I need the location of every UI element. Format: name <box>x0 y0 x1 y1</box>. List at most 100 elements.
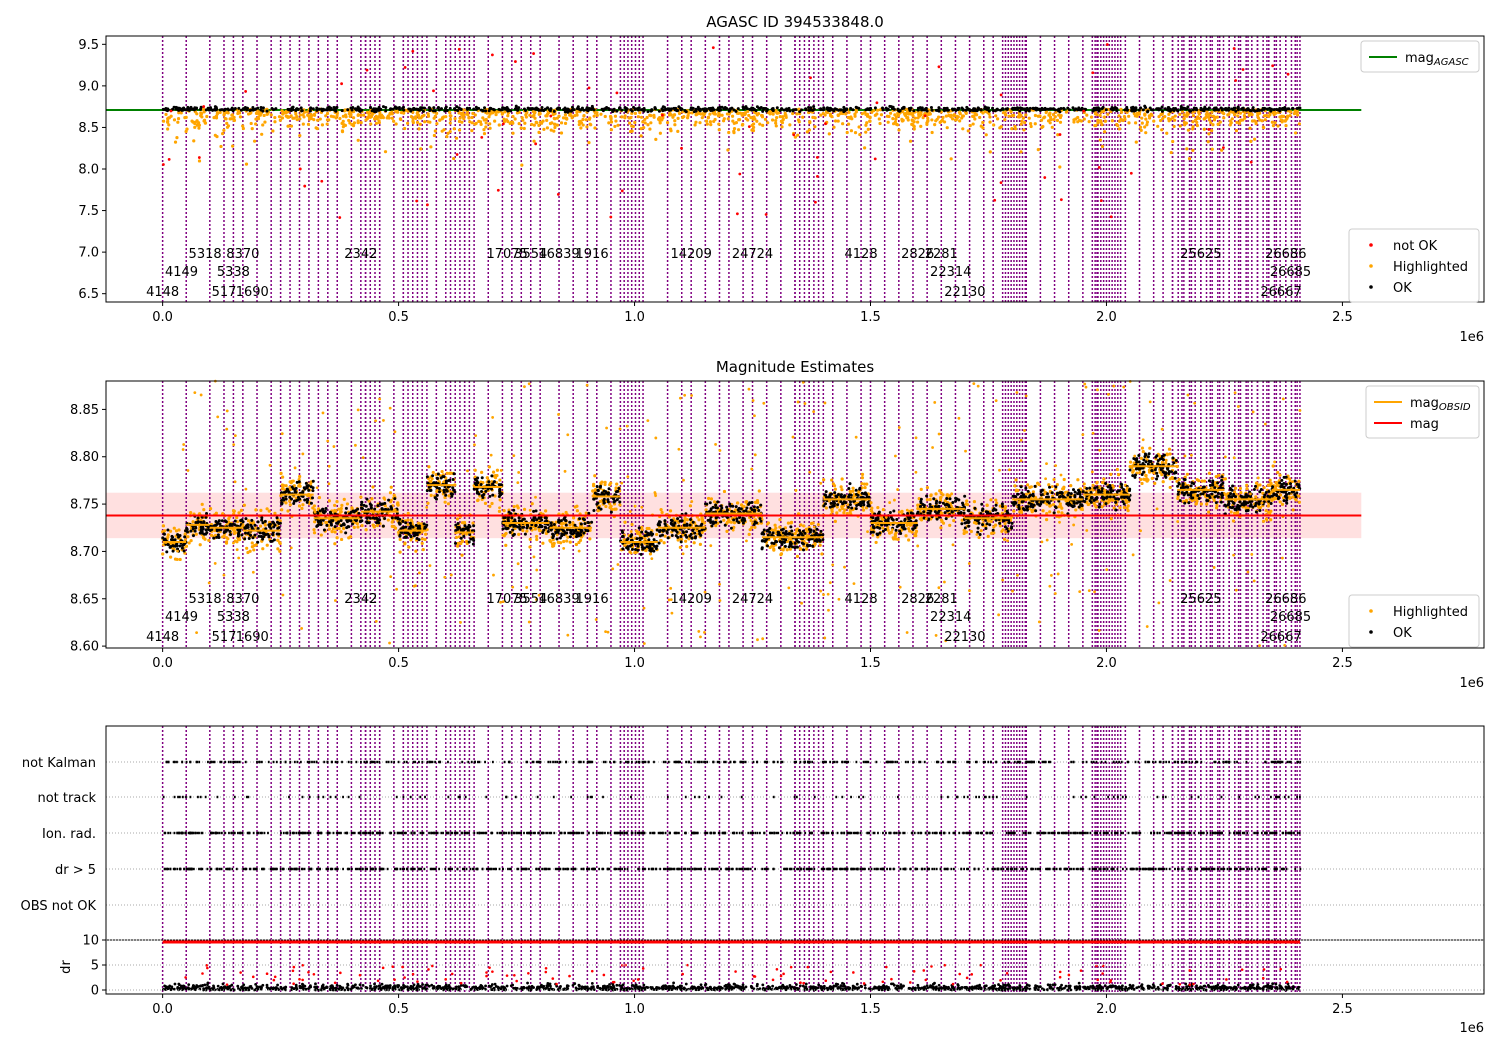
ok-point <box>663 519 667 523</box>
highlighted-point <box>225 125 230 129</box>
ok-point <box>1004 107 1008 111</box>
not-ok-point <box>1241 68 1245 71</box>
highlighted-point <box>771 112 775 116</box>
ok-point <box>335 521 339 525</box>
ok-point <box>632 105 636 109</box>
highlighted-point <box>1230 117 1234 121</box>
highlighted-point <box>569 114 573 118</box>
not-ok-point <box>735 212 739 216</box>
highlighted-point <box>1003 118 1007 122</box>
highlighted-point <box>360 523 364 528</box>
highlighted-point <box>933 123 937 127</box>
ok-point <box>275 520 279 524</box>
highlighted-point <box>447 494 451 498</box>
highlighted-point <box>685 544 689 549</box>
highlighted-point <box>872 108 876 113</box>
highlighted-point <box>245 546 249 550</box>
p1-legend-bottom-dot-swatch <box>1369 264 1373 268</box>
highlighted-point <box>1218 120 1222 124</box>
not-ok-point <box>534 142 538 146</box>
ok-point <box>352 510 356 514</box>
highlighted-point <box>224 541 229 545</box>
ok-point <box>552 523 556 527</box>
highlighted-point <box>983 109 987 114</box>
highlighted-point <box>958 119 962 123</box>
not-ok-point <box>197 156 201 159</box>
highlighted-point <box>1173 114 1177 118</box>
ok-point <box>1067 108 1071 112</box>
highlighted-point <box>341 119 345 123</box>
ok-point <box>346 525 350 529</box>
highlighted-point <box>1119 110 1124 114</box>
ok-point <box>256 540 260 544</box>
ok-point <box>575 107 579 111</box>
highlighted-point <box>648 127 652 131</box>
highlighted-point <box>1132 111 1136 116</box>
ok-point <box>434 497 438 501</box>
highlighted-point <box>327 118 331 122</box>
highlighted-point <box>1271 124 1276 128</box>
highlighted-point <box>426 120 430 124</box>
p1-obsid-label: 8370 <box>226 247 259 262</box>
ok-point <box>579 522 583 526</box>
highlighted-point <box>1211 123 1215 127</box>
ok-point <box>217 535 221 539</box>
highlighted-point <box>1276 124 1280 128</box>
ok-point <box>359 506 363 510</box>
highlighted-point <box>335 500 339 504</box>
ok-point <box>497 483 501 487</box>
highlighted-point <box>1186 128 1190 132</box>
p1-obsid-label: 2281 <box>925 247 958 262</box>
highlighted-point <box>949 113 953 117</box>
ok-point <box>554 530 558 534</box>
highlighted-point <box>888 111 893 115</box>
ok-point <box>316 520 320 524</box>
p1-obsid-label: 517 <box>212 285 237 300</box>
highlighted-point <box>1182 120 1187 125</box>
panel-1-legend-top: magAGASC <box>1360 40 1480 73</box>
highlighted-point <box>1103 130 1107 134</box>
ok-point <box>636 544 640 548</box>
highlighted-point <box>297 504 302 508</box>
ok-point <box>217 528 221 532</box>
ok-point <box>590 520 594 524</box>
highlighted-point <box>849 115 853 119</box>
ok-point <box>303 498 307 502</box>
highlighted-point <box>741 122 745 127</box>
highlighted-point <box>535 537 539 542</box>
highlighted-point <box>300 506 304 511</box>
highlighted-point <box>278 118 282 122</box>
highlighted-point <box>857 125 861 129</box>
highlighted-point <box>778 114 782 119</box>
highlighted-point <box>273 115 277 120</box>
ok-point <box>937 109 941 113</box>
highlighted-point <box>433 129 437 133</box>
not-ok-point <box>1286 72 1290 76</box>
highlighted-point <box>498 478 502 482</box>
highlighted-point <box>912 125 916 129</box>
ok-point <box>251 536 255 540</box>
highlighted-point <box>219 144 223 149</box>
ok-point <box>598 485 602 489</box>
highlighted-point <box>383 150 388 154</box>
p1-obsid-label: 26685 <box>1270 265 1311 280</box>
highlighted-point <box>403 541 407 545</box>
highlighted-point <box>541 119 545 123</box>
ok-point <box>315 524 319 528</box>
highlighted-point <box>879 113 884 117</box>
highlighted-point <box>1143 113 1147 117</box>
ok-point <box>184 108 188 112</box>
highlighted-point <box>744 116 748 121</box>
highlighted-point <box>480 470 484 474</box>
panel-1-x-exponent: 1e6 <box>1459 330 1484 345</box>
ok-point <box>971 108 975 112</box>
highlighted-point <box>1204 115 1208 120</box>
ok-point <box>182 543 186 547</box>
highlighted-point <box>593 111 597 115</box>
highlighted-point <box>194 532 198 536</box>
highlighted-point <box>259 508 263 512</box>
highlighted-point <box>1098 138 1102 142</box>
highlighted-point <box>744 500 748 504</box>
highlighted-point <box>365 110 370 114</box>
